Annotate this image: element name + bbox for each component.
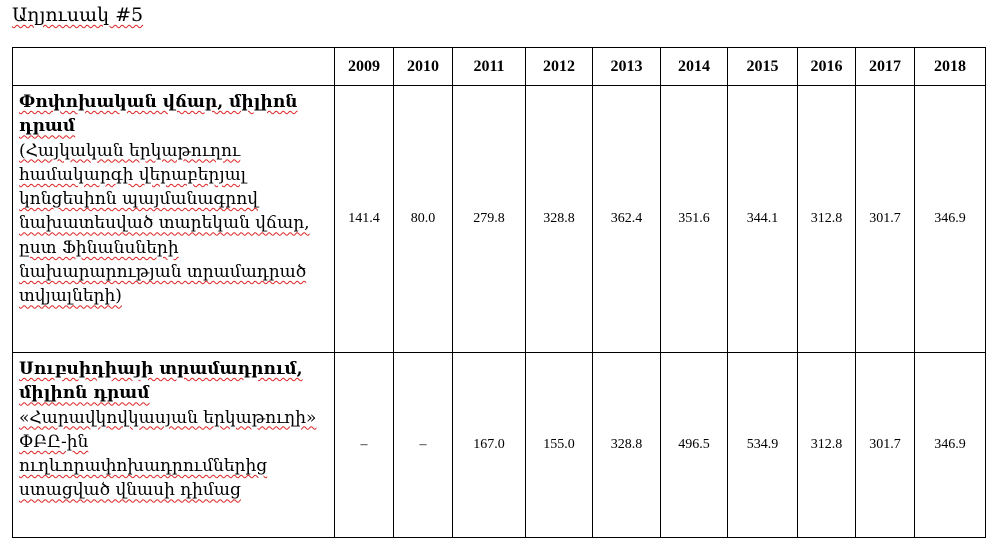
year-header: 2009 (334, 47, 394, 86)
year-header: 2012 (525, 47, 593, 86)
value-cell: 155.0 (525, 352, 593, 538)
year-header: 2017 (855, 47, 915, 86)
value-cell: 346.9 (914, 85, 986, 353)
value-cell: 328.8 (525, 85, 593, 353)
row-label-cell: Սուբսիդիայի տրամադրում, միլիոն դրամ «Հարա… (12, 352, 335, 538)
year-header: 2016 (797, 47, 856, 86)
year-header: 2013 (592, 47, 661, 86)
header-row: 2009 2010 2011 2012 2013 2014 2015 2016 2017 2018 (12, 47, 986, 86)
document-title: Աղյուսակ #5 (12, 4, 144, 26)
year-header: 2014 (660, 47, 728, 86)
value-cell: 301.7 (855, 352, 915, 538)
value-cell: 534.9 (727, 352, 798, 538)
value-cell: 328.8 (592, 352, 661, 538)
year-header: 2011 (452, 47, 526, 86)
value-cell: 167.0 (452, 352, 526, 538)
header-corner (12, 47, 335, 86)
value-cell: – (393, 352, 453, 538)
table-body: Փոփոխական վճար, միլիոն դրամ (Հայկական երկ… (12, 85, 986, 538)
row-description: «Հարավկովկասյան երկաթուղի» ՓԲԸ-ին ուղևոր… (19, 407, 317, 501)
value-cell: 312.8 (797, 352, 856, 538)
value-cell: 80.0 (393, 85, 453, 353)
value-cell: 496.5 (660, 352, 728, 538)
row-description: (Հայկական երկաթուղու համակարգի վերաբերյա… (19, 140, 310, 307)
value-cell: 141.4 (334, 85, 394, 353)
value-cell: 362.4 (592, 85, 661, 353)
year-header: 2015 (727, 47, 798, 86)
row-label: Փոփոխական վճար, միլիոն դրամ (19, 92, 298, 137)
row-label-cell: Փոփոխական վճար, միլիոն դրամ (Հայկական երկ… (12, 85, 335, 353)
value-cell: – (334, 352, 394, 538)
table-row: Սուբսիդիայի տրամադրում, միլիոն դրամ «Հարա… (12, 352, 986, 538)
row-label: Սուբսիդիայի տրամադրում, միլիոն դրամ (19, 359, 303, 404)
year-header: 2018 (914, 47, 986, 86)
year-header: 2010 (393, 47, 453, 86)
value-cell: 301.7 (855, 85, 915, 353)
value-cell: 344.1 (727, 85, 798, 353)
value-cell: 351.6 (660, 85, 728, 353)
table-row: Փոփոխական վճար, միլիոն դրամ (Հայկական երկ… (12, 85, 986, 353)
value-cell: 312.8 (797, 85, 856, 353)
data-table: 2009 2010 2011 2012 2013 2014 2015 2016 2017 2018… (12, 47, 986, 538)
value-cell: 279.8 (452, 85, 526, 353)
value-cell: 346.9 (914, 352, 986, 538)
